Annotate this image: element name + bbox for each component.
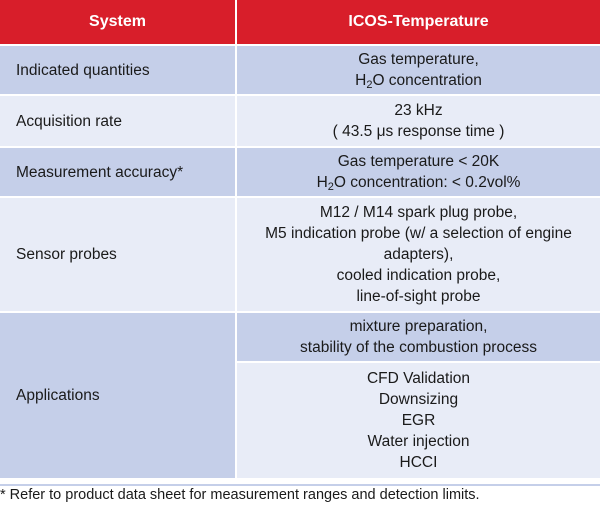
probes-line: cooled indication probe,: [336, 267, 501, 284]
row-indicated-quantities: Indicated quantities Gas temperature, H2…: [0, 44, 600, 94]
value-applications-group-1: mixture preparation, stability of the co…: [235, 311, 600, 361]
indicated-line-2-post: O concentration: [372, 72, 482, 89]
accuracy-line-2-sub: 2: [327, 181, 334, 193]
probes-line: M5 indication probe (w/ a selection of e…: [265, 225, 572, 242]
row-sensor-probes: Sensor probes M12 / M14 spark plug probe…: [0, 196, 600, 311]
row-applications-continued: CFD Validation Downsizing EGR Water inje…: [0, 361, 600, 478]
row-measurement-accuracy: Measurement accuracy* Gas temperature < …: [0, 146, 600, 196]
accuracy-line-2-pre: H: [316, 174, 328, 191]
label-applications: Applications: [0, 311, 235, 478]
probes-line: line-of-sight probe: [356, 288, 481, 305]
table-header-row: System ICOS-Temperature: [0, 0, 600, 44]
applications-group-2-line: Downsizing: [378, 391, 459, 408]
probes-line: adapters),: [383, 246, 454, 263]
accuracy-line-1: Gas temperature < 20K: [337, 153, 500, 170]
label-measurement-accuracy: Measurement accuracy*: [0, 146, 235, 196]
header-icos-temperature: ICOS-Temperature: [235, 0, 600, 44]
value-sensor-probes: M12 / M14 spark plug probe, M5 indicatio…: [235, 196, 600, 311]
label-indicated-quantities: Indicated quantities: [0, 44, 235, 94]
applications-group-1-line: stability of the combustion process: [300, 339, 537, 356]
applications-group-2-line: EGR: [401, 412, 436, 429]
value-acquisition-rate: 23 kHz ( 43.5 μs response time ): [235, 94, 600, 146]
table-bottom-rule: [0, 484, 600, 486]
applications-group-2-line: HCCI: [399, 454, 438, 471]
acquisition-line-1: 23 kHz: [394, 102, 443, 119]
row-acquisition-rate: Acquisition rate 23 kHz ( 43.5 μs respon…: [0, 94, 600, 146]
accuracy-line-2-post: O concentration: < 0.2vol%: [333, 174, 521, 191]
applications-group-2-line: CFD Validation: [366, 370, 471, 387]
row-applications: Applications mixture preparation, stabil…: [0, 311, 600, 478]
indicated-line-2-pre: H: [355, 72, 367, 89]
value-indicated-quantities: Gas temperature, H2O concentration: [235, 44, 600, 94]
label-sensor-probes: Sensor probes: [0, 196, 235, 311]
value-measurement-accuracy: Gas temperature < 20K H2O concentration:…: [235, 146, 600, 196]
label-acquisition-rate: Acquisition rate: [0, 94, 235, 146]
indicated-line-2-sub: 2: [366, 79, 373, 91]
indicated-line-1: Gas temperature,: [358, 51, 479, 68]
probes-line: M12 / M14 spark plug probe,: [319, 204, 518, 221]
indicated-line-2: H2O concentration: [245, 70, 592, 91]
applications-group-1-line: mixture preparation,: [349, 318, 488, 335]
spec-table: System ICOS-Temperature Indicated quanti…: [0, 0, 600, 478]
value-applications-group-2: CFD Validation Downsizing EGR Water inje…: [235, 361, 600, 478]
acquisition-line-2: ( 43.5 μs response time ): [332, 123, 505, 140]
header-system: System: [0, 0, 235, 44]
footnote: * Refer to product data sheet for measur…: [0, 487, 480, 503]
applications-group-2-line: Water injection: [367, 433, 470, 450]
accuracy-line-2: H2O concentration: < 0.2vol%: [245, 172, 592, 193]
